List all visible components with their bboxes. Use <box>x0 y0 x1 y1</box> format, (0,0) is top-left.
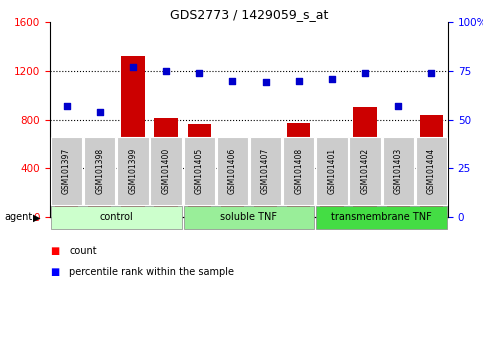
Point <box>295 78 303 83</box>
Text: GSM101408: GSM101408 <box>294 148 303 194</box>
Title: GDS2773 / 1429059_s_at: GDS2773 / 1429059_s_at <box>170 8 328 21</box>
Point <box>262 80 270 85</box>
Point <box>162 68 170 74</box>
Text: GSM101398: GSM101398 <box>95 148 104 194</box>
Text: transmembrane TNF: transmembrane TNF <box>331 212 432 223</box>
Point <box>96 109 104 115</box>
Bar <box>88 193 112 217</box>
Text: GSM101400: GSM101400 <box>162 148 170 194</box>
Text: GSM101397: GSM101397 <box>62 148 71 194</box>
Bar <box>383 137 414 205</box>
Point <box>196 70 203 75</box>
Bar <box>151 137 182 205</box>
Bar <box>184 206 314 229</box>
Text: GSM101403: GSM101403 <box>394 148 403 194</box>
Point <box>427 70 435 75</box>
Point <box>63 103 71 109</box>
Bar <box>254 167 277 217</box>
Bar <box>84 137 115 205</box>
Bar <box>51 206 182 229</box>
Bar <box>287 123 311 217</box>
Text: GSM101405: GSM101405 <box>195 148 204 194</box>
Text: GSM101402: GSM101402 <box>361 148 369 194</box>
Bar <box>51 137 82 205</box>
Bar <box>221 166 244 217</box>
Bar <box>217 137 248 205</box>
Point <box>328 76 336 81</box>
Point <box>228 78 236 83</box>
Text: agent: agent <box>5 212 33 223</box>
Text: percentile rank within the sample: percentile rank within the sample <box>70 268 234 278</box>
Bar <box>354 107 377 217</box>
Bar <box>316 137 347 205</box>
Text: GSM101407: GSM101407 <box>261 148 270 194</box>
Bar <box>155 118 178 217</box>
Bar <box>55 174 78 217</box>
Bar <box>320 145 343 217</box>
Point <box>129 64 137 70</box>
Text: control: control <box>99 212 133 223</box>
Bar <box>121 56 144 217</box>
Text: ▶: ▶ <box>33 212 41 223</box>
Bar <box>316 206 447 229</box>
Bar <box>250 137 281 205</box>
Text: count: count <box>70 246 97 256</box>
Point <box>361 70 369 75</box>
Bar <box>416 137 447 205</box>
Bar <box>117 137 148 205</box>
Text: ■: ■ <box>50 246 59 256</box>
Bar <box>350 137 381 205</box>
Bar <box>283 137 314 205</box>
Bar <box>187 124 211 217</box>
Text: ■: ■ <box>50 268 59 278</box>
Point <box>395 103 402 109</box>
Text: GSM101399: GSM101399 <box>128 148 138 194</box>
Text: soluble TNF: soluble TNF <box>221 212 278 223</box>
Bar <box>420 115 443 217</box>
Text: GSM101406: GSM101406 <box>228 148 237 194</box>
Text: GSM101404: GSM101404 <box>427 148 436 194</box>
Text: GSM101401: GSM101401 <box>327 148 337 194</box>
Bar <box>184 137 215 205</box>
Bar <box>387 173 410 217</box>
